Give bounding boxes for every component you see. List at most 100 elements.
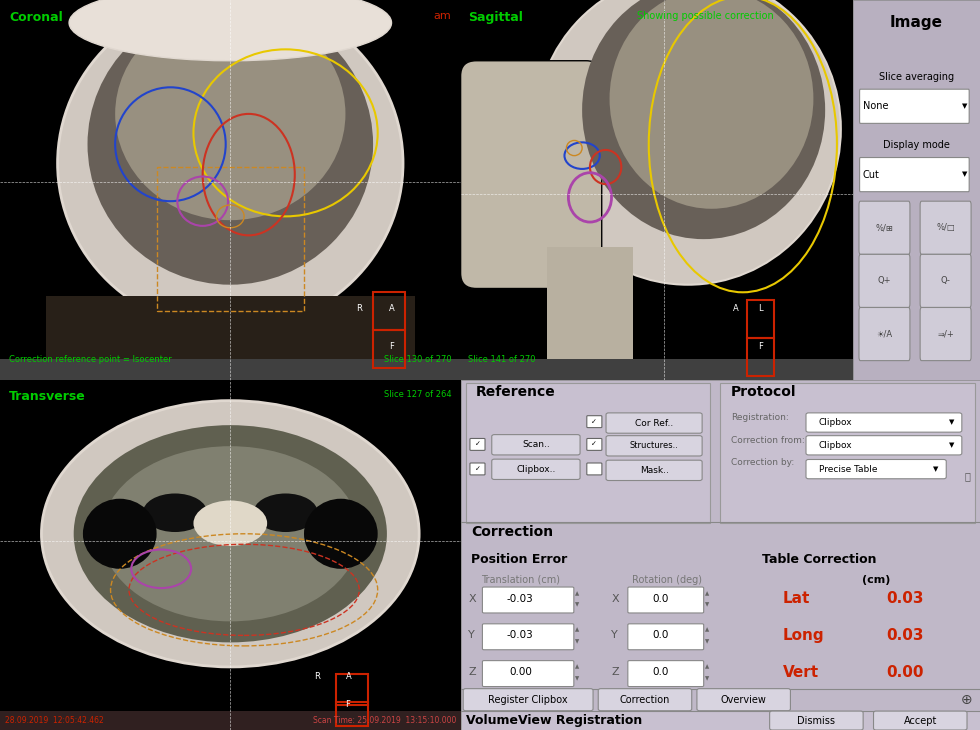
Ellipse shape (115, 7, 345, 220)
Text: ▲: ▲ (706, 664, 710, 669)
FancyBboxPatch shape (628, 587, 704, 613)
Text: Scan..: Scan.. (522, 440, 550, 449)
Ellipse shape (83, 499, 157, 569)
FancyBboxPatch shape (720, 383, 975, 523)
Text: Rotation (deg): Rotation (deg) (632, 575, 702, 585)
Text: 🔒: 🔒 (964, 471, 970, 481)
Bar (0, 358, 461, 380)
Text: ▼: ▼ (706, 602, 710, 607)
Bar (157, 167, 304, 311)
Text: Register Clipbox: Register Clipbox (488, 695, 568, 704)
Ellipse shape (58, 0, 403, 330)
Ellipse shape (535, 0, 841, 285)
FancyBboxPatch shape (920, 307, 971, 361)
Text: Scan Time: 25.09.2019  13:15:10.000: Scan Time: 25.09.2019 13:15:10.000 (313, 716, 456, 725)
Text: Q+: Q+ (878, 277, 891, 285)
FancyBboxPatch shape (482, 587, 574, 613)
Text: Position Error: Position Error (471, 553, 567, 566)
Text: Structures..: Structures.. (629, 442, 678, 450)
Text: 28.09.2019  12:05:42.462: 28.09.2019 12:05:42.462 (5, 716, 103, 725)
Text: Q-: Q- (941, 277, 951, 285)
Text: ▲: ▲ (575, 591, 579, 596)
Text: Vert: Vert (783, 665, 818, 680)
FancyBboxPatch shape (859, 158, 969, 192)
Text: ⇒/+: ⇒/+ (937, 329, 954, 339)
Text: Cut: Cut (862, 169, 880, 180)
FancyBboxPatch shape (587, 463, 602, 475)
Text: Slice 127 of 264: Slice 127 of 264 (384, 390, 452, 399)
Text: ▼: ▼ (949, 442, 954, 448)
Ellipse shape (253, 493, 318, 532)
Text: ▼: ▼ (949, 420, 954, 426)
Text: Z: Z (612, 667, 618, 677)
Text: 0.00: 0.00 (509, 667, 532, 677)
Text: ▼: ▼ (706, 639, 710, 644)
FancyBboxPatch shape (858, 201, 910, 254)
Text: Clipbox: Clipbox (819, 441, 853, 450)
Text: Display mode: Display mode (883, 140, 950, 150)
Text: ☀/A: ☀/A (876, 329, 893, 339)
Bar (373, 330, 406, 368)
Text: Overview: Overview (720, 695, 766, 704)
FancyBboxPatch shape (606, 436, 702, 456)
Text: 0.03: 0.03 (887, 628, 924, 643)
Text: ▼: ▼ (962, 172, 967, 177)
Text: F: F (345, 700, 350, 710)
FancyBboxPatch shape (806, 413, 961, 432)
Text: Correction reference point = Isocenter: Correction reference point = Isocenter (9, 356, 171, 364)
Text: Protocol: Protocol (731, 385, 796, 399)
FancyBboxPatch shape (466, 383, 710, 523)
Text: -0.03: -0.03 (507, 631, 534, 640)
Text: ▲: ▲ (706, 628, 710, 633)
FancyBboxPatch shape (470, 463, 485, 475)
Text: am: am (433, 12, 452, 21)
Text: Reference: Reference (476, 385, 556, 399)
Ellipse shape (41, 401, 419, 667)
Text: ⊕: ⊕ (961, 694, 973, 707)
Text: Y: Y (612, 631, 618, 640)
FancyBboxPatch shape (606, 460, 702, 480)
Bar (336, 702, 368, 726)
Text: ▲: ▲ (575, 628, 579, 633)
Text: Mask..: Mask.. (640, 466, 668, 474)
Text: ▲: ▲ (706, 591, 710, 596)
Text: Dismiss: Dismiss (798, 715, 835, 726)
Text: Table Correction: Table Correction (761, 553, 876, 566)
Text: Slice 130 of 270: Slice 130 of 270 (384, 356, 452, 364)
Text: ✓: ✓ (474, 466, 480, 472)
Text: A: A (389, 304, 395, 313)
Text: Z: Z (468, 667, 476, 677)
Text: ▼: ▼ (706, 676, 710, 681)
Text: 0.0: 0.0 (653, 631, 668, 640)
Text: X: X (468, 593, 476, 604)
Text: Clipbox..: Clipbox.. (516, 465, 556, 474)
FancyBboxPatch shape (587, 415, 602, 428)
Ellipse shape (74, 425, 387, 642)
Text: ▼: ▼ (962, 103, 967, 110)
Ellipse shape (87, 4, 373, 285)
Text: Lat: Lat (783, 591, 810, 606)
Bar (461, 358, 853, 380)
FancyBboxPatch shape (492, 434, 580, 455)
Text: A: A (733, 304, 739, 313)
Ellipse shape (193, 501, 268, 546)
Bar (46, 296, 415, 380)
Text: ▲: ▲ (575, 664, 579, 669)
Text: Correction: Correction (471, 525, 553, 539)
FancyBboxPatch shape (482, 624, 574, 650)
FancyBboxPatch shape (697, 688, 791, 711)
Text: Y: Y (468, 631, 475, 640)
Text: Registration:: Registration: (731, 413, 789, 422)
Text: Clipbox: Clipbox (819, 418, 853, 427)
FancyBboxPatch shape (482, 661, 574, 686)
Text: Coronal: Coronal (9, 12, 63, 24)
Text: Long: Long (783, 628, 824, 643)
FancyBboxPatch shape (587, 439, 602, 450)
Text: Correction by:: Correction by: (731, 458, 794, 467)
Text: Showing possible correction: Showing possible correction (637, 12, 774, 21)
FancyBboxPatch shape (769, 711, 863, 730)
Bar (336, 674, 368, 705)
FancyBboxPatch shape (920, 254, 971, 307)
FancyBboxPatch shape (873, 711, 967, 730)
Text: Slice averaging: Slice averaging (879, 72, 954, 82)
